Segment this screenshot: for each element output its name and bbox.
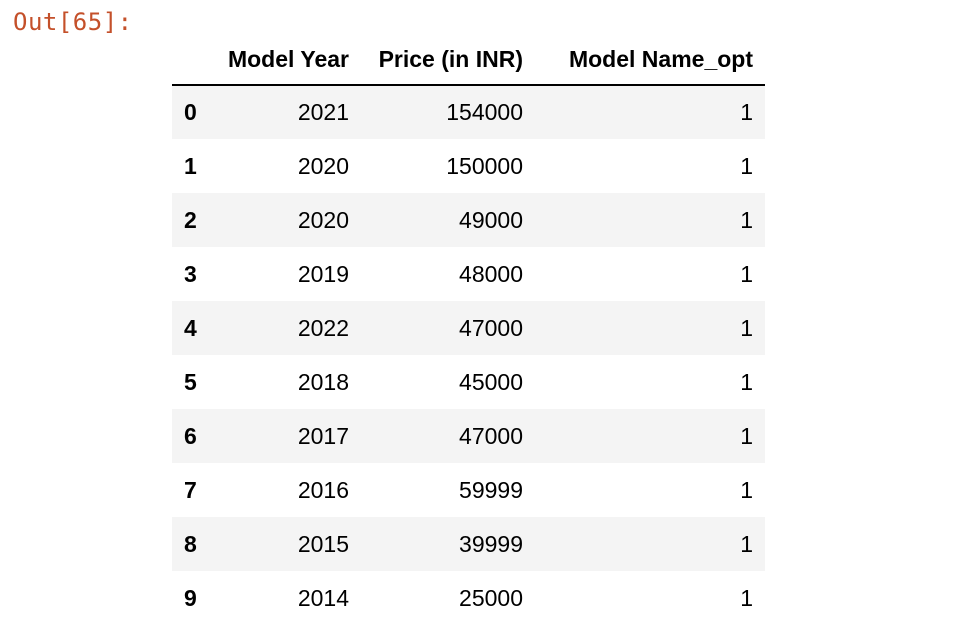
cell-model-year: 2020 — [297, 206, 349, 233]
cell-price: 150000 — [446, 152, 523, 179]
table-row: 5 2018 45000 1 — [172, 355, 765, 409]
cell-model-year: 2017 — [297, 422, 349, 449]
cell-model-year: 2015 — [297, 530, 349, 557]
cell-model-year: 2016 — [297, 476, 349, 503]
cell-model-year: 2018 — [297, 368, 349, 395]
cell-model-name-opt: 1 — [740, 314, 753, 341]
index-header — [172, 34, 208, 86]
table-row: 2 2020 49000 1 — [172, 193, 765, 247]
table-row: 6 2017 47000 1 — [172, 409, 765, 463]
cell-model-name-opt: 1 — [740, 260, 753, 287]
cell-model-year: 2020 — [297, 152, 349, 179]
cell-price: 47000 — [459, 314, 523, 341]
cell-price: 154000 — [446, 99, 523, 125]
row-index: 3 — [184, 260, 197, 287]
table-header: Model Year Price (in INR) Model Name_opt — [172, 34, 765, 86]
row-index: 2 — [184, 206, 197, 233]
cell-model-name-opt: 1 — [740, 476, 753, 503]
table-row: 8 2015 39999 1 — [172, 517, 765, 571]
cell-model-name-opt: 1 — [740, 422, 753, 449]
row-index: 9 — [184, 584, 197, 611]
cell-model-year: 2022 — [297, 314, 349, 341]
column-header-model-year: Model Year — [208, 34, 361, 86]
cell-model-name-opt: 1 — [740, 206, 753, 233]
column-header-model-name-opt: Model Name_opt — [535, 34, 765, 86]
table-row: 7 2016 59999 1 — [172, 463, 765, 517]
cell-price: 47000 — [459, 422, 523, 449]
column-header-price: Price (in INR) — [361, 34, 535, 86]
table-row: 1 2020 150000 1 — [172, 139, 765, 193]
cell-model-name-opt: 1 — [740, 584, 753, 611]
row-index: 6 — [184, 422, 197, 449]
cell-model-name-opt: 1 — [740, 368, 753, 395]
cell-price: 45000 — [459, 368, 523, 395]
row-index: 0 — [184, 99, 197, 125]
cell-price: 49000 — [459, 206, 523, 233]
table-row: 3 2019 48000 1 — [172, 247, 765, 301]
row-index: 4 — [184, 314, 197, 341]
table-row: 9 2014 25000 1 — [172, 571, 765, 625]
cell-model-year: 2019 — [297, 260, 349, 287]
cell-model-year: 2014 — [297, 584, 349, 611]
header-row: Model Year Price (in INR) Model Name_opt — [172, 34, 765, 86]
cell-model-year: 2021 — [297, 99, 349, 125]
cell-price: 25000 — [459, 584, 523, 611]
table-row: 4 2022 47000 1 — [172, 301, 765, 355]
cell-model-name-opt: 1 — [740, 152, 753, 179]
row-index: 1 — [184, 152, 197, 179]
cell-model-name-opt: 1 — [740, 99, 753, 125]
output-prompt: Out[65]: — [13, 8, 133, 36]
cell-price: 39999 — [459, 530, 523, 557]
cell-price: 48000 — [459, 260, 523, 287]
table-row: 0 2021 154000 1 — [172, 85, 765, 139]
row-index: 7 — [184, 476, 197, 503]
dataframe-table: Model Year Price (in INR) Model Name_opt… — [172, 34, 765, 625]
table-body: 0 2021 154000 1 1 2020 150000 1 2 2020 49000 1 3 2019… — [172, 85, 765, 625]
row-index: 5 — [184, 368, 197, 395]
cell-model-name-opt: 1 — [740, 530, 753, 557]
cell-price: 59999 — [459, 476, 523, 503]
row-index: 8 — [184, 530, 197, 557]
